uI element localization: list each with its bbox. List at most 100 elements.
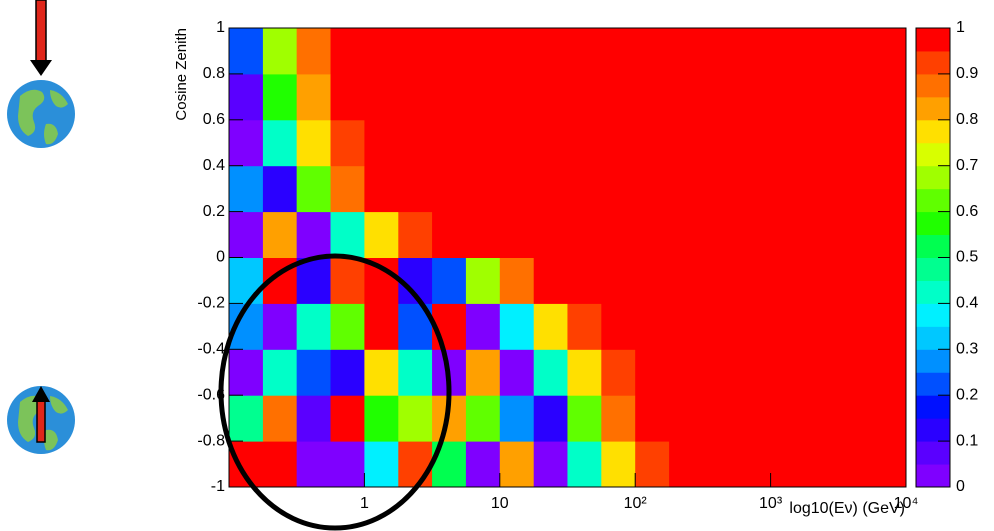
cell <box>567 395 601 441</box>
cell <box>500 120 534 166</box>
cell <box>703 212 737 258</box>
cell <box>263 28 297 74</box>
cell <box>331 212 365 258</box>
cell <box>669 258 703 304</box>
y-tick-label: 0.8 <box>203 65 225 82</box>
cell <box>567 303 601 349</box>
cell <box>872 28 906 74</box>
color-bar: 00.10.20.30.40.50.60.70.80.91 <box>916 19 978 495</box>
cell <box>703 258 737 304</box>
cell <box>838 303 872 349</box>
cell <box>872 74 906 120</box>
cell <box>398 120 432 166</box>
cell <box>331 395 365 441</box>
y-tick-label: 0 <box>216 249 225 266</box>
cell <box>432 166 466 212</box>
cell <box>534 441 568 487</box>
cell <box>737 349 771 395</box>
y-tick-label: 0.6 <box>203 111 225 128</box>
cell <box>771 166 805 212</box>
cell <box>534 74 568 120</box>
cell <box>297 441 331 487</box>
cell <box>737 28 771 74</box>
cell <box>229 120 263 166</box>
cell <box>534 258 568 304</box>
z-tick-label: 0.3 <box>956 341 978 358</box>
cell <box>737 166 771 212</box>
y-tick-label: 0.4 <box>203 157 225 174</box>
cell <box>567 349 601 395</box>
cell <box>466 258 500 304</box>
cell <box>364 349 398 395</box>
cell <box>872 166 906 212</box>
cell <box>567 74 601 120</box>
cell <box>364 120 398 166</box>
cell <box>229 349 263 395</box>
cell <box>669 441 703 487</box>
cell <box>534 395 568 441</box>
earth-icon-bottom <box>7 386 75 454</box>
cell <box>805 349 839 395</box>
z-tick-label: 0.7 <box>956 157 978 174</box>
cell <box>601 120 635 166</box>
cell <box>703 74 737 120</box>
cell <box>534 212 568 258</box>
cell <box>229 166 263 212</box>
z-tick-label: 0.2 <box>956 386 978 403</box>
cell <box>669 120 703 166</box>
cell <box>703 395 737 441</box>
chart: 00.10.20.30.40.50.60.70.80.91 -1-0.8-0.6… <box>0 0 994 531</box>
cell <box>263 212 297 258</box>
z-tick-label: 0.1 <box>956 432 978 449</box>
cell <box>229 28 263 74</box>
cell <box>771 349 805 395</box>
cell <box>364 74 398 120</box>
cell <box>838 258 872 304</box>
cell <box>601 258 635 304</box>
cell <box>669 28 703 74</box>
cell <box>297 303 331 349</box>
cell <box>263 166 297 212</box>
color-step <box>916 349 950 372</box>
cell <box>838 441 872 487</box>
cell <box>872 441 906 487</box>
cell <box>432 74 466 120</box>
cell <box>635 166 669 212</box>
cell <box>567 28 601 74</box>
cell <box>331 74 365 120</box>
cell <box>737 74 771 120</box>
cell <box>500 303 534 349</box>
earth-icon-top <box>7 0 75 148</box>
cell <box>838 120 872 166</box>
cell <box>635 441 669 487</box>
cell <box>466 120 500 166</box>
cell <box>737 395 771 441</box>
cell <box>229 74 263 120</box>
cell <box>364 28 398 74</box>
cell <box>534 28 568 74</box>
cell <box>669 74 703 120</box>
color-step <box>916 441 950 464</box>
z-tick-label: 0.5 <box>956 249 978 266</box>
cell <box>703 28 737 74</box>
cell <box>297 120 331 166</box>
cell <box>635 258 669 304</box>
cell <box>737 303 771 349</box>
color-step <box>916 280 950 303</box>
cell <box>500 74 534 120</box>
z-tick-label: 0.8 <box>956 111 978 128</box>
cell <box>466 166 500 212</box>
cell <box>398 74 432 120</box>
cell <box>805 120 839 166</box>
cell <box>398 395 432 441</box>
cell <box>567 166 601 212</box>
z-tick-label: 0.6 <box>956 203 978 220</box>
y-tick-label: -0.2 <box>197 295 225 312</box>
y-tick-label: -1 <box>211 478 225 495</box>
x-axis-label: log10(Eν) (GeV) <box>789 500 905 517</box>
cell <box>567 258 601 304</box>
cell <box>635 349 669 395</box>
cell <box>737 120 771 166</box>
cell <box>534 303 568 349</box>
cell <box>872 258 906 304</box>
